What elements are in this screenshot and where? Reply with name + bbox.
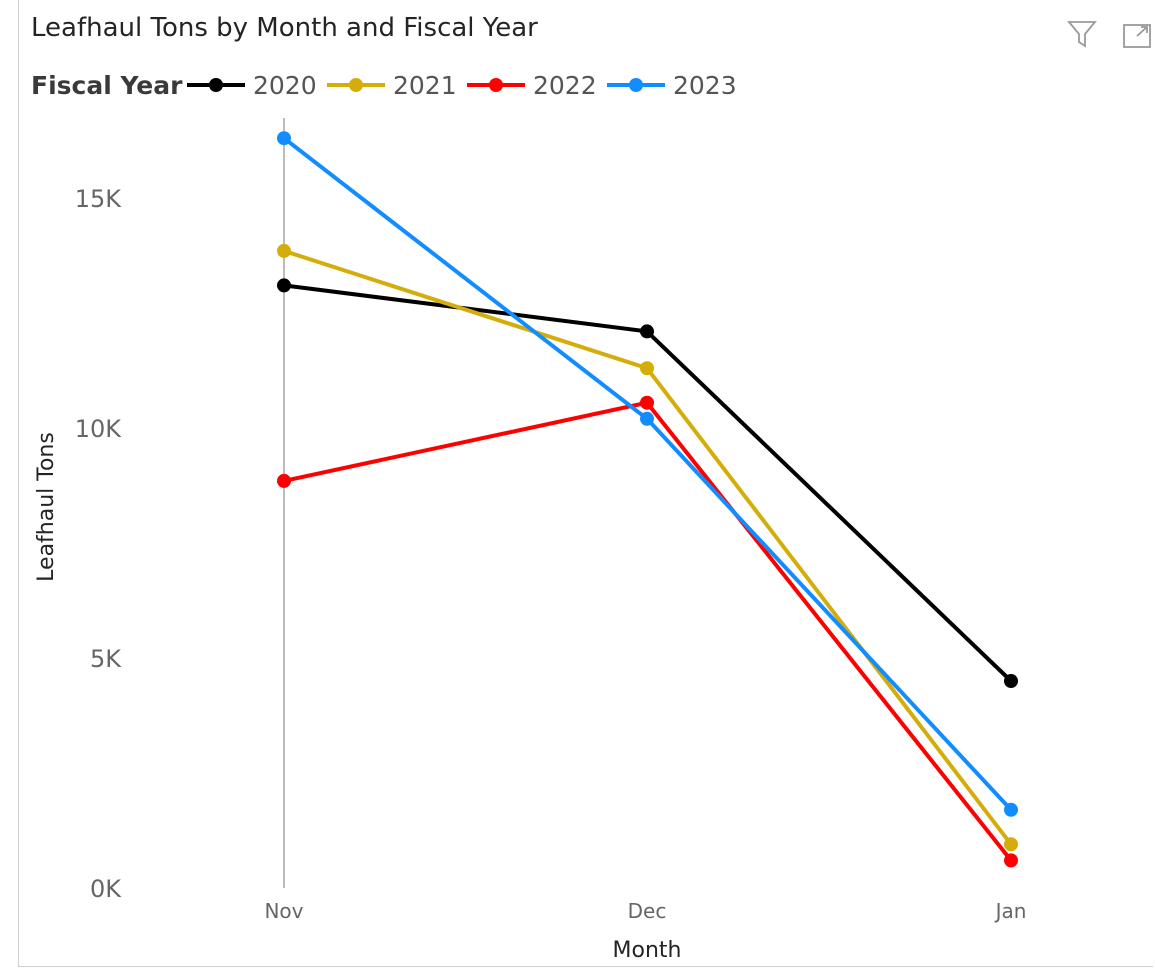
y-tick-label: 10K — [75, 415, 123, 443]
data-point[interactable] — [640, 395, 654, 410]
chart-title: Leafhaul Tons by Month and Fiscal Year — [31, 13, 538, 43]
data-point[interactable] — [1004, 853, 1018, 868]
x-tick-label: Nov — [264, 899, 303, 923]
line-chart-visual: Leafhaul Tons by Month and Fiscal Year F… — [18, 0, 1153, 967]
data-point[interactable] — [640, 411, 654, 426]
series-2021[interactable] — [277, 243, 1018, 852]
legend-item-2020[interactable]: 2020 — [187, 71, 317, 100]
y-tick-label: 0K — [90, 875, 122, 903]
data-point[interactable] — [1004, 674, 1018, 688]
legend-swatch-marker — [349, 78, 363, 92]
data-point[interactable] — [1004, 802, 1018, 817]
legend-swatch-marker — [209, 78, 223, 92]
y-axis-title: Leafhaul Tons — [34, 432, 59, 582]
series-2022[interactable] — [277, 395, 1018, 868]
y-axis: 0K 5K 10K 15K — [75, 185, 123, 903]
data-point[interactable] — [277, 278, 291, 293]
legend-label: 2022 — [533, 71, 597, 100]
legend-label: 2020 — [253, 71, 317, 100]
data-point[interactable] — [1004, 837, 1018, 852]
series-2020[interactable] — [277, 278, 1018, 688]
focus-mode-icon[interactable] — [1123, 24, 1151, 48]
legend-label: 2023 — [673, 71, 737, 100]
data-point[interactable] — [277, 131, 291, 146]
legend-item-2023[interactable]: 2023 — [607, 71, 737, 100]
x-axis: Nov Dec Jan — [264, 118, 1026, 923]
series-2023[interactable] — [277, 131, 1018, 817]
y-tick-label: 15K — [75, 185, 123, 213]
legend: Fiscal Year 2020 2021 2022 2023 — [31, 71, 737, 100]
series-group — [277, 131, 1018, 868]
legend-title: Fiscal Year — [31, 71, 183, 100]
series-line[interactable] — [283, 400, 1013, 862]
legend-swatch-marker — [489, 78, 503, 92]
x-axis-title: Month — [613, 938, 682, 963]
y-tick-label: 5K — [90, 645, 122, 673]
series-line[interactable] — [283, 248, 1013, 846]
legend-item-2021[interactable]: 2021 — [327, 71, 457, 100]
legend-swatch-marker — [629, 78, 643, 92]
chart-canvas: Leafhaul Tons by Month and Fiscal Year F… — [31, 13, 1151, 963]
x-tick-label: Dec — [628, 899, 667, 923]
legend-label: 2021 — [393, 71, 457, 100]
data-point[interactable] — [640, 324, 654, 339]
legend-item-2022[interactable]: 2022 — [467, 71, 597, 100]
data-point[interactable] — [277, 243, 291, 258]
data-point[interactable] — [277, 473, 291, 488]
x-tick-label: Jan — [994, 899, 1027, 923]
series-line[interactable] — [283, 283, 1013, 683]
filter-icon[interactable] — [1067, 21, 1097, 48]
series-line[interactable] — [282, 136, 1013, 812]
data-point[interactable] — [640, 361, 654, 376]
